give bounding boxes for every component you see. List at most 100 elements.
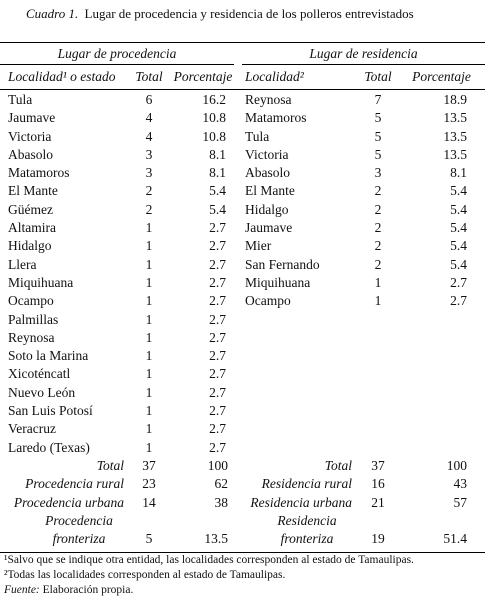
number-cell: 100: [207, 457, 229, 473]
number-cell: 1: [374, 293, 382, 309]
number-cell: 13.5: [443, 128, 468, 144]
summary-label: Procedencia urbana: [13, 494, 124, 510]
caption: Cuadro 1. Lugar de procedencia y residen…: [26, 6, 414, 22]
place-cell: [238, 420, 358, 438]
number-cell: 2.7: [450, 274, 468, 290]
footnote: ²Todas las localidades corresponden al e…: [4, 569, 286, 581]
number-cell: 4: [145, 128, 153, 144]
number-cell: 2.7: [209, 274, 227, 290]
number-cell: 38: [214, 494, 229, 510]
number-cell: 1: [145, 384, 153, 400]
table-row: Ocampo 1 2.7 Ocampo 1 2.7: [0, 292, 485, 310]
number-cell: 2.7: [209, 348, 227, 364]
number-cell: 2: [145, 201, 153, 217]
number-cell: 1: [145, 421, 153, 437]
number-cell: 6: [145, 92, 153, 107]
number-cell: [398, 439, 485, 457]
number-cell: [358, 384, 398, 402]
summary-label-text: Residencia fronteriza: [277, 512, 337, 546]
summary-label-text: Procedencia fronteriza: [45, 512, 113, 546]
number-cell: 16: [371, 476, 385, 492]
table-row: Xicoténcatl 1 2.7: [0, 365, 485, 383]
number-cell: 5.4: [209, 183, 227, 199]
number-cell: 5: [374, 128, 382, 144]
place-cell: Matamoros: [8, 165, 70, 181]
number-cell: 43: [453, 476, 468, 492]
column-header: Total: [130, 65, 168, 90]
place-cell: Victoria: [245, 146, 289, 162]
place-cell: Xicoténcatl: [8, 366, 71, 382]
place-cell: Mier: [245, 238, 272, 254]
place-cell: Reynosa: [8, 329, 55, 345]
number-cell: 14: [142, 494, 156, 510]
table-row: Abasolo 3 8.1 Victoria 5 13.5: [0, 146, 485, 164]
place-cell: Jaumave: [8, 110, 56, 126]
number-cell: 2: [145, 183, 153, 199]
notes: ¹Salvo que se indique otra entidad, las …: [4, 553, 414, 598]
number-cell: 10.8: [202, 110, 227, 126]
number-cell: 13.5: [443, 110, 468, 126]
number-cell: 16.2: [202, 92, 227, 107]
number-cell: 57: [453, 494, 468, 510]
table-row: Nuevo León 1 2.7: [0, 384, 485, 402]
place-cell: Veracruz: [8, 421, 56, 437]
number-cell: 13.5: [443, 146, 468, 162]
group-cell: Lugar de residencia: [238, 43, 485, 65]
place-cell: El Mante: [8, 183, 58, 199]
number-cell: 100: [446, 457, 468, 473]
number-cell: 3: [145, 146, 153, 162]
number-cell: 2: [374, 201, 382, 217]
place-cell: Abasolo: [8, 146, 53, 162]
column-header: Porcentaje: [398, 65, 485, 90]
number-cell: [358, 365, 398, 383]
table-row: Llera 1 2.7 San Fernando 2 5.4: [0, 256, 485, 274]
number-cell: 23: [142, 476, 156, 492]
number-cell: 2.7: [209, 384, 227, 400]
column-header: Localidad²: [238, 65, 359, 90]
table-row: Altamira 1 2.7 Jaumave 2 5.4: [0, 219, 485, 237]
number-cell: 62: [214, 476, 229, 492]
number-cell: 2: [374, 256, 382, 272]
place-cell: Matamoros: [245, 110, 307, 126]
table-row: Miquihuana 1 2.7 Miquihuana 1 2.7: [0, 274, 485, 292]
number-cell: 1: [145, 311, 153, 327]
number-cell: [398, 384, 485, 402]
number-cell: 1: [145, 238, 153, 254]
place-cell: [238, 347, 358, 365]
place-cell: [238, 402, 358, 420]
summary-row: Procedencia rural 23 62 Residencia rural 16 4…: [0, 475, 485, 493]
summary-row: Procedencia fronteriza 5 13.5 Residencia fr…: [0, 512, 485, 553]
number-cell: 2.7: [209, 421, 227, 437]
table-row: Veracruz 1 2.7: [0, 420, 485, 438]
number-cell: 4: [145, 110, 153, 126]
number-cell: 1: [145, 348, 153, 364]
number-cell: 5: [374, 110, 382, 126]
header-row: Localidad¹ o estado Total Porcentaje Loc…: [0, 65, 485, 90]
place-cell: [238, 384, 358, 402]
number-cell: 3: [374, 165, 382, 181]
number-cell: 2.7: [209, 311, 227, 327]
number-cell: 1: [145, 366, 153, 382]
number-cell: 1: [145, 220, 153, 236]
column-header: Total: [358, 65, 399, 90]
number-cell: 5.4: [450, 220, 468, 236]
number-cell: [358, 420, 398, 438]
table-row: Reynosa 1 2.7: [0, 329, 485, 347]
number-cell: [398, 311, 485, 329]
number-cell: 3: [145, 165, 153, 181]
number-cell: [398, 365, 485, 383]
number-cell: 2.7: [209, 256, 227, 272]
place-cell: Victoria: [8, 128, 52, 144]
number-cell: 2.7: [209, 403, 227, 419]
number-cell: 5.4: [209, 201, 227, 217]
number-cell: 1: [145, 256, 153, 272]
number-cell: 1: [145, 293, 153, 309]
number-cell: 37: [142, 457, 156, 473]
place-cell: [238, 329, 358, 347]
number-cell: 7: [374, 92, 382, 107]
place-cell: [238, 365, 358, 383]
place-cell: [238, 311, 358, 329]
summary-label: Total: [96, 457, 124, 473]
place-cell: Güémez: [8, 201, 53, 217]
